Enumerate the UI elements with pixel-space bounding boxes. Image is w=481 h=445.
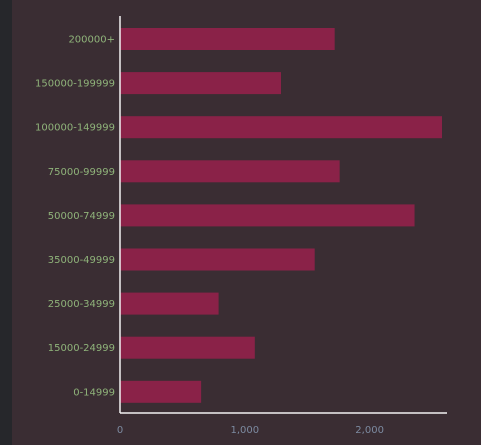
bar-50000-74999 <box>120 204 415 226</box>
y-tick-label: 75000-99999 <box>48 167 115 178</box>
bar-75000-99999 <box>120 160 340 182</box>
y-tick-label: 25000-34999 <box>48 299 115 310</box>
bars-group <box>120 28 442 403</box>
y-tick-label: 50000-74999 <box>48 211 115 222</box>
y-tick-label: 200000+ <box>68 35 115 46</box>
y-tick-labels: 200000+ 150000-199999 100000-149999 75000-9… <box>35 35 115 399</box>
y-tick-label: 100000-149999 <box>35 123 115 134</box>
bar-15000-24999 <box>120 337 255 359</box>
bar-0-14999 <box>120 381 201 403</box>
bar-100000-149999 <box>120 116 442 138</box>
x-tick-label: 2,000 <box>355 425 384 436</box>
x-tick-labels: 0 1,000 2,000 <box>117 425 384 436</box>
y-tick-label: 15000-24999 <box>48 343 115 354</box>
bar-150000-199999 <box>120 72 281 94</box>
bar-25000-34999 <box>120 293 219 315</box>
x-tick-label: 0 <box>117 425 123 436</box>
x-tick-label: 1,000 <box>230 425 259 436</box>
bar-35000-49999 <box>120 249 315 271</box>
y-tick-label: 35000-49999 <box>48 255 115 266</box>
bar-200000+ <box>120 28 335 50</box>
y-tick-label: 150000-199999 <box>35 79 115 90</box>
y-tick-label: 0-14999 <box>73 387 115 398</box>
